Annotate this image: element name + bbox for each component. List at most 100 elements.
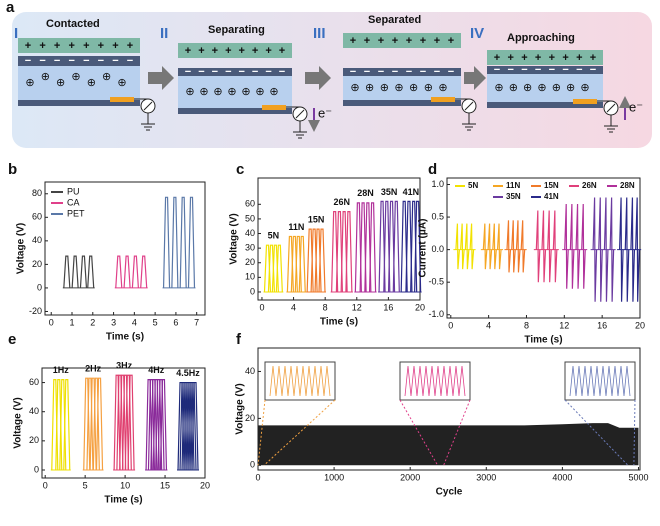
stage-numeral: II [160, 25, 168, 42]
spike [464, 223, 470, 270]
spike [123, 255, 131, 288]
y-tick-label: 0.5 [431, 211, 444, 221]
x-tick-label: 7 [194, 317, 199, 327]
x-tick-label: 0 [255, 472, 260, 482]
plus: + [392, 35, 398, 47]
minus: − [535, 64, 541, 76]
y-tick-label: 60 [32, 212, 42, 222]
plus: + [198, 45, 204, 57]
spike [552, 210, 558, 283]
spike [400, 200, 408, 292]
ion: ⊕ [25, 77, 34, 89]
ion: ⊕ [255, 86, 264, 98]
minus: − [225, 66, 231, 78]
spike [162, 196, 171, 288]
dielectric [487, 74, 603, 102]
x-tick-label: 12 [559, 320, 569, 330]
ion: ⊕ [409, 82, 418, 94]
plus: + [576, 52, 582, 64]
minus: − [98, 55, 104, 67]
series-label: 41N [403, 187, 420, 197]
spike [187, 196, 196, 288]
spike [609, 197, 615, 302]
ion: ⊕ [87, 77, 96, 89]
spike [455, 223, 461, 270]
spike [191, 381, 199, 471]
spike [159, 379, 168, 471]
spike [541, 210, 547, 283]
dielectric [18, 66, 140, 100]
minus: − [212, 66, 218, 78]
spike [630, 197, 636, 302]
top-electrode [343, 33, 461, 48]
needle [464, 101, 474, 111]
spike [179, 196, 187, 288]
x-axis-label: Time (s) [320, 317, 358, 328]
minus: − [364, 66, 370, 78]
spike [387, 200, 396, 292]
spike [392, 200, 400, 292]
minus: − [54, 55, 60, 67]
inset-wave [404, 365, 466, 397]
legend-label: 28N [620, 181, 635, 190]
plus: + [494, 52, 500, 64]
spike [335, 211, 343, 292]
stage-title: Separated [368, 14, 421, 26]
ion: ⊕ [56, 77, 65, 89]
stage-title: Separating [208, 24, 265, 36]
minus: − [590, 64, 596, 76]
spike [63, 379, 71, 471]
spike [152, 379, 160, 471]
plus: + [406, 35, 412, 47]
wire [134, 98, 155, 131]
minus: − [549, 64, 555, 76]
x-axis-label: Time (s) [106, 332, 144, 343]
spike [547, 210, 552, 283]
spike [383, 200, 391, 292]
x-tick-label: 8 [323, 302, 328, 312]
plus: + [549, 52, 555, 64]
contact [573, 99, 597, 104]
spike [405, 200, 413, 292]
y-tick-label: 0.0 [431, 244, 444, 254]
minus: − [83, 55, 89, 67]
ion: ⊕ [213, 86, 222, 98]
y-tick-label: 40 [245, 366, 255, 376]
legend-label: 41N [544, 192, 559, 201]
minus: − [406, 66, 412, 78]
plus: + [434, 35, 440, 47]
spike [378, 200, 386, 292]
minus: − [562, 64, 568, 76]
charged-layer [343, 68, 461, 76]
spike [482, 223, 488, 270]
y-tick-label: -0.5 [428, 277, 444, 287]
minus: − [238, 66, 244, 78]
minus: − [448, 66, 454, 78]
y-tick-label: 0 [37, 282, 42, 292]
plus: + [127, 40, 133, 52]
spike [496, 223, 502, 270]
plus: + [448, 35, 454, 47]
series-label: 28N [357, 188, 374, 198]
series-label: 1Hz [53, 365, 70, 375]
spike [83, 377, 91, 471]
plus: + [265, 45, 271, 57]
spike [368, 202, 377, 292]
top-electrode [18, 38, 140, 53]
spike [71, 255, 79, 288]
y-tick-label: 10 [245, 272, 255, 282]
spike [624, 197, 630, 302]
panel-label: c [236, 161, 244, 178]
plus: + [590, 52, 596, 64]
spike [171, 196, 179, 288]
bottom-electrode [18, 100, 140, 106]
spike [345, 211, 353, 292]
plus: + [521, 52, 527, 64]
spike [635, 197, 640, 302]
minus: − [507, 64, 513, 76]
spike [145, 379, 153, 471]
y-tick-label: 40 [245, 228, 255, 238]
x-tick-label: 15 [160, 480, 170, 490]
spike [506, 220, 512, 273]
